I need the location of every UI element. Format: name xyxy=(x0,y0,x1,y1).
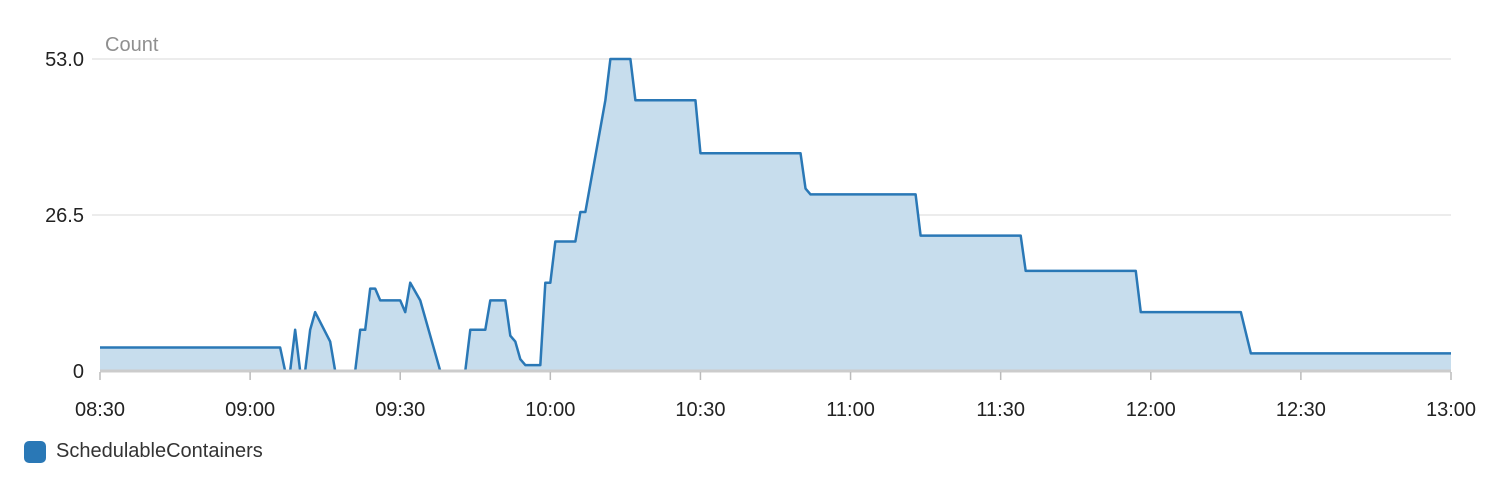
y-axis-label: Count xyxy=(105,34,159,56)
x-tick-label: 10:00 xyxy=(525,399,575,421)
series-area-layer xyxy=(100,57,1451,373)
axes: 0 26.5 53.0 08:30 09:00 09:30 10:00 10:30 11:00 1… xyxy=(45,49,1476,421)
x-tick-label: 11:00 xyxy=(826,399,875,421)
x-tick-label: 11:30 xyxy=(976,399,1025,421)
legend-label: SchedulableContainers xyxy=(56,440,263,462)
x-tick-label: 08:30 xyxy=(75,399,125,421)
x-tick-label: 12:30 xyxy=(1276,399,1326,421)
x-tick-label: 10:30 xyxy=(675,399,725,421)
y-tick-label: 53.0 xyxy=(45,49,84,71)
y-tick-label: 0 xyxy=(73,361,84,383)
x-tick-label: 13:00 xyxy=(1426,399,1476,421)
legend[interactable]: SchedulableContainers xyxy=(24,440,263,463)
x-tick-label: 09:00 xyxy=(225,399,275,421)
x-tick-label: 12:00 xyxy=(1126,399,1176,421)
series-area-fill xyxy=(100,59,1451,371)
x-tick-label: 09:30 xyxy=(375,399,425,421)
y-tick-label: 26.5 xyxy=(45,205,84,227)
legend-swatch-icon xyxy=(24,440,46,463)
series-line[interactable] xyxy=(100,57,1451,373)
